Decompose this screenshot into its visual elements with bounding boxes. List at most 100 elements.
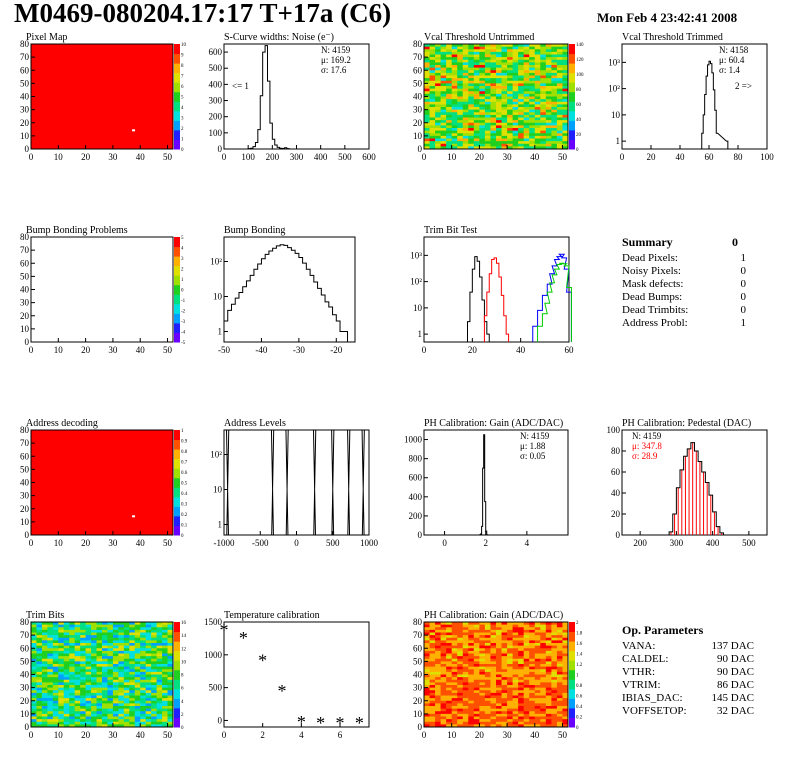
heatmap-cell [562,54,569,58]
heatmap-cell [52,70,59,74]
heatmap-cell [457,146,464,150]
heatmap-cell [145,57,152,61]
heatmap-cell [85,500,92,504]
heatmap-cell [167,453,174,457]
heatmap-cell [156,703,163,707]
colorbar-segment [174,449,180,460]
heatmap-cell [58,88,65,92]
heatmap-cell [562,114,569,118]
heatmap-cell [435,637,442,641]
heatmap-cell [96,692,103,696]
heatmap-cell [518,83,525,87]
heatmap-cell [429,112,436,116]
heatmap-cell [52,59,59,63]
heatmap-cell [145,624,152,628]
heatmap-cell [435,91,442,95]
heatmap-cell [41,666,48,670]
heatmap-cell [129,445,136,449]
heatmap-cell [551,141,558,145]
heatmap-cell [91,506,98,510]
heatmap-cell [134,627,141,631]
heatmap-cell [140,643,147,647]
heatmap-cell [140,54,147,58]
heatmap-cell [96,146,103,150]
heatmap-cell [534,75,541,79]
heatmap-cell [36,527,43,531]
heatmap-cell [85,645,92,649]
heatmap-cell [107,472,114,476]
heatmap-cell [145,453,152,457]
heatmap-cell [47,472,54,476]
heatmap-cell [429,624,436,628]
heatmap-cell [435,724,442,728]
heatmap-cell [118,445,125,449]
heatmap-cell [69,469,76,473]
heatmap-cell [107,104,114,108]
heatmap-cell [69,128,76,132]
heatmap-cell [74,472,81,476]
heatmap-cell [107,721,114,725]
heatmap-cell [36,93,43,97]
heatmap-cell [167,435,174,439]
heatmap-cell [134,70,141,74]
heatmap-cell [85,721,92,725]
heatmap-cell [118,435,125,439]
heatmap-cell [162,146,169,150]
heatmap-cell [468,83,475,87]
heatmap-cell [129,122,136,126]
heatmap-cell [424,624,431,628]
heatmap-cell [162,122,169,126]
heatmap-cell [162,458,169,462]
heatmap-cell [145,711,152,715]
heatmap-cell [424,706,431,710]
heatmap-cell [151,51,158,55]
heatmap-cell [107,637,114,641]
heatmap-cell [118,477,125,481]
heatmap-cell [162,521,169,525]
heatmap-cell [31,508,37,512]
heatmap-cell [151,682,158,686]
chart-title: Bump Bonding Problems [26,225,128,236]
heatmap-cell [96,708,103,712]
heatmap-cell [58,117,65,121]
heatmap-cell [424,57,431,61]
heatmap-cell [540,135,547,139]
heatmap-cell [156,721,163,725]
heatmap-cell [429,653,436,657]
heatmap-cell [162,51,169,55]
heatmap-cell [63,661,70,665]
heatmap-cell [58,529,65,533]
heatmap-cell [52,479,59,483]
heatmap-cell [507,46,514,50]
heatmap-cell [69,72,76,76]
heatmap-cell [41,114,48,118]
heatmap-cell [446,703,453,707]
colorbar-label: -4 [181,331,186,336]
heatmap-cell [91,464,98,468]
heatmap-cell [484,125,491,129]
heatmap-cell [85,477,92,481]
heatmap-cell [167,101,174,105]
heatmap-cell [446,114,453,118]
heatmap-cell [31,521,37,525]
heatmap-cell [80,653,87,657]
heatmap-cell [63,506,70,510]
heatmap-cell [36,143,43,147]
heatmap-cell [80,516,87,520]
heatmap-cell [52,466,59,470]
heatmap-cell [107,527,114,531]
heatmap-cell [145,62,152,66]
heatmap-cell [462,658,469,662]
heatmap-cell [501,44,508,48]
heatmap-cell [63,75,70,79]
heatmap-cell [507,128,514,132]
heatmap-cell [107,669,114,673]
heatmap-cell [74,521,81,525]
heatmap-cell [162,96,169,100]
scatter-point: * [258,651,267,671]
heatmap-cell [74,86,81,90]
heatmap-cell [556,141,563,145]
heatmap-cell [85,650,92,654]
heatmap-cell [490,141,497,145]
heatmap-cell [556,91,563,95]
